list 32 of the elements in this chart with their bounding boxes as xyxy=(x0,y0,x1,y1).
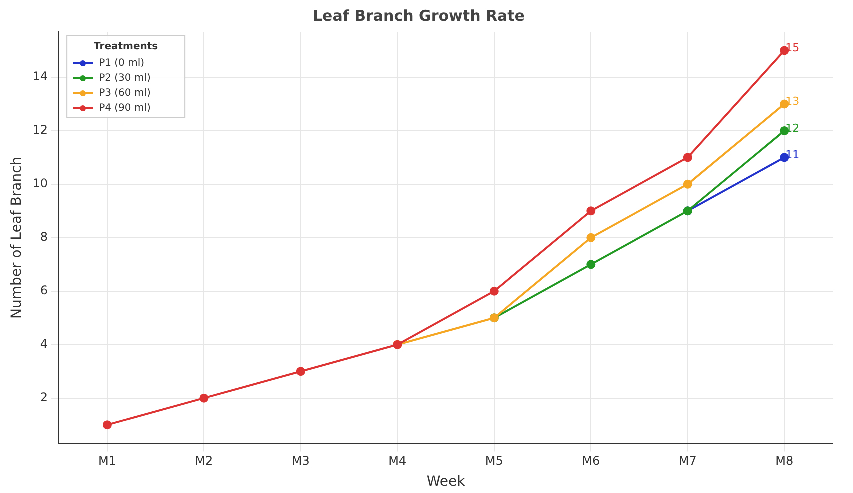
y-tick-label: 12 xyxy=(32,123,48,138)
y-tick-label: 10 xyxy=(32,176,48,191)
point xyxy=(586,206,596,216)
x-tick-label: M4 xyxy=(388,454,407,468)
point xyxy=(586,233,596,242)
x-axis-title: Week xyxy=(426,474,466,490)
x-tick-label: M8 xyxy=(776,454,794,468)
legend-label: P4 (90 ml) xyxy=(99,103,151,114)
y-tick-label: 4 xyxy=(40,336,48,351)
y-tick-label: 14 xyxy=(32,70,48,84)
point xyxy=(683,153,692,162)
legend-title: Treatments xyxy=(94,42,158,53)
x-tick-label: M2 xyxy=(195,454,214,468)
x-tick-label: M7 xyxy=(678,454,697,468)
point xyxy=(586,260,596,270)
point xyxy=(200,394,209,403)
point xyxy=(683,180,692,189)
y-axis-title: Number of Leaf Branch xyxy=(9,156,26,319)
legend-label: P2 (30 ml) xyxy=(99,73,151,84)
y-tick-label: 8 xyxy=(40,230,48,244)
point xyxy=(490,286,499,296)
legend-label: P1 (0 ml) xyxy=(99,58,145,70)
legend-label: P3 (60 ml) xyxy=(99,88,151,100)
chart-title: Leaf Branch Growth Rate xyxy=(313,6,525,25)
x-tick-label: M1 xyxy=(98,454,116,468)
y-tick-label: 2 xyxy=(40,390,48,404)
x-tick-label: M3 xyxy=(292,454,310,468)
y-tick-label: 6 xyxy=(40,284,48,298)
x-tick-label: M5 xyxy=(485,454,504,468)
point xyxy=(296,367,306,376)
point xyxy=(102,420,112,430)
x-tick-label: M6 xyxy=(582,454,600,468)
